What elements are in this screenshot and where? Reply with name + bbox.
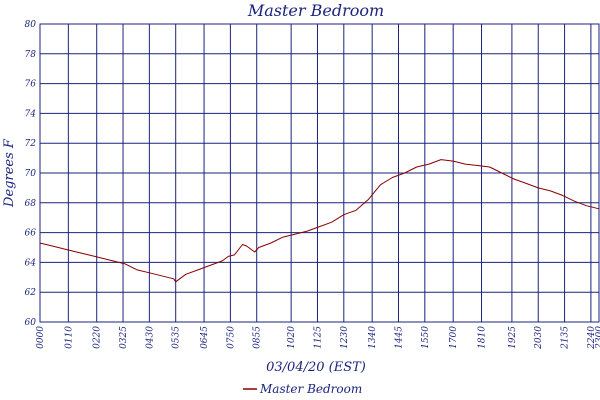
series-line: [39, 159, 600, 283]
chart-title: Master Bedroom: [247, 1, 384, 20]
y-tick-label: 76: [25, 80, 37, 90]
x-tick-label: 0430: [145, 326, 155, 349]
y-tick-label: 66: [25, 229, 37, 239]
y-tick-label: 78: [25, 50, 37, 60]
legend: Master Bedroom: [243, 382, 362, 396]
x-tick-label: 1810: [478, 326, 488, 349]
x-tick-label: 1925: [508, 326, 518, 349]
x-tick-label: 0325: [119, 326, 129, 349]
x-tick-label: 0750: [226, 326, 236, 349]
x-tick-label: 1550: [421, 326, 431, 349]
y-tick-label: 80: [25, 20, 37, 30]
x-tick-label: 2240: [587, 326, 597, 350]
x-axis-label: 03/04/20 (EST): [266, 360, 366, 375]
y-tick-label: 64: [25, 258, 37, 268]
x-tick-label: 1700: [449, 326, 459, 349]
x-tick-label: 1230: [340, 326, 350, 349]
y-tick-label: 60: [25, 318, 37, 328]
x-tick-label: 0855: [253, 326, 263, 349]
x-tick-label: 1020: [287, 326, 297, 349]
y-tick-label: 74: [25, 109, 37, 119]
x-tick-label: 0000: [36, 326, 46, 349]
grid-lines: [40, 24, 599, 322]
x-tick-label: 0110: [64, 326, 74, 349]
x-tick-label: 1125: [313, 326, 323, 349]
y-tick-label: 70: [25, 169, 37, 179]
x-tick-label: 0645: [200, 326, 210, 349]
y-tick-label: 72: [25, 139, 37, 149]
x-tick-label: 2135: [561, 326, 571, 350]
x-axis-ticks: 0000 0110 0220 0325 0430 0535 0645 0750 0855 1020…: [36, 326, 600, 350]
x-tick-label: 2300: [595, 326, 600, 350]
x-tick-label: 0220: [93, 326, 103, 349]
x-tick-label: 1340: [368, 326, 378, 349]
x-tick-label: 2030: [534, 326, 544, 350]
x-tick-label: 1445: [394, 326, 404, 349]
y-tick-label: 62: [25, 288, 37, 298]
legend-label: Master Bedroom: [259, 382, 362, 396]
series-layer: [39, 159, 600, 283]
y-tick-label: 68: [25, 199, 37, 209]
y-axis-ticks: 60 62 64 66 68 70 72 74 76 78 80: [25, 20, 37, 328]
y-axis-label: Degrees F: [2, 138, 17, 208]
x-tick-label: 0535: [172, 326, 182, 349]
